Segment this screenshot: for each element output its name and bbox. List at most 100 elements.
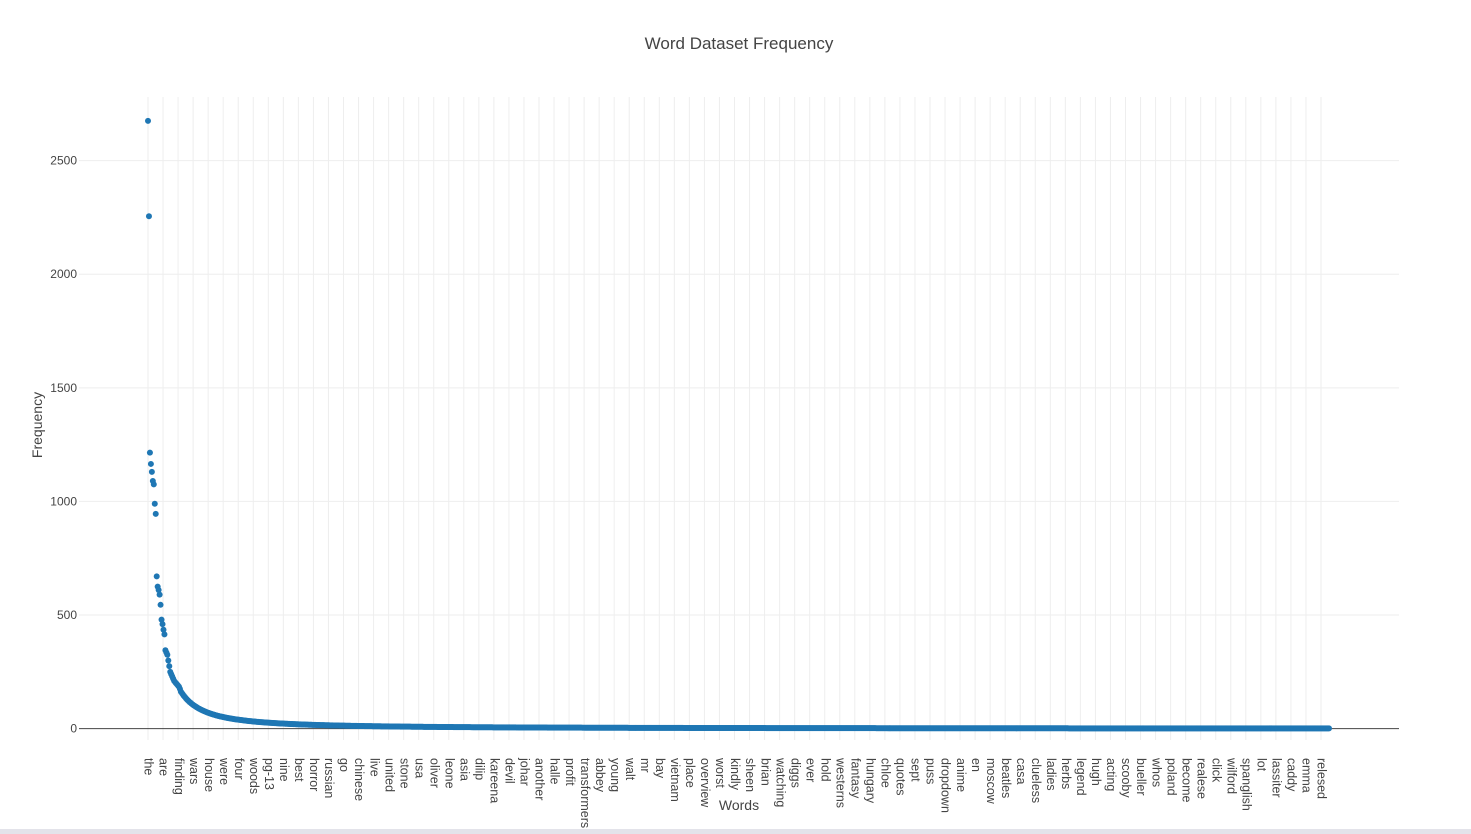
x-tick-label: hugh bbox=[1089, 758, 1103, 786]
data-point bbox=[153, 573, 160, 580]
x-tick-label: profit bbox=[563, 758, 577, 786]
x-tick-label: casa bbox=[1014, 758, 1028, 784]
x-tick-label: lot bbox=[1255, 758, 1269, 772]
chart-title: Word Dataset Frequency bbox=[645, 34, 834, 53]
x-tick-label: devil bbox=[503, 758, 517, 784]
x-tick-label: ladies bbox=[1044, 758, 1058, 791]
x-tick-label: go bbox=[337, 758, 351, 772]
x-gridlines bbox=[147, 97, 1322, 740]
y-tick-label: 500 bbox=[57, 608, 77, 622]
data-point bbox=[150, 481, 157, 488]
x-tick-label: place bbox=[683, 758, 697, 788]
x-tick-labels: the are finding wars house were four woods pg-13… bbox=[142, 757, 1329, 828]
x-tick-label: abbey bbox=[593, 758, 607, 793]
x-tick-label: lassiter bbox=[1270, 758, 1284, 798]
x-tick-label: puss bbox=[924, 758, 938, 784]
x-tick-label: dilip bbox=[473, 758, 487, 780]
x-tick-label: young bbox=[608, 758, 622, 792]
y-tick-label: 2000 bbox=[50, 267, 77, 281]
x-tick-label: wars bbox=[187, 757, 201, 784]
x-tick-label: sept bbox=[909, 758, 923, 782]
x-tick-label: the bbox=[142, 758, 156, 775]
x-tick-label: quotes bbox=[894, 758, 908, 796]
x-tick-label: hungary bbox=[864, 758, 878, 804]
y-gridlines bbox=[79, 160, 1399, 616]
data-point bbox=[151, 500, 158, 507]
x-tick-label: vietnam bbox=[668, 758, 682, 802]
data-point bbox=[159, 621, 166, 628]
x-tick-label: kareena bbox=[488, 758, 502, 803]
x-tick-label: stone bbox=[397, 758, 411, 789]
x-tick-label: halle bbox=[548, 758, 562, 784]
x-tick-label: westerns bbox=[833, 757, 847, 808]
x-tick-label: whos bbox=[1149, 757, 1163, 787]
x-tick-label: bay bbox=[653, 758, 667, 779]
data-point bbox=[147, 460, 154, 467]
x-tick-label: nine bbox=[277, 758, 291, 782]
x-tick-label: legend bbox=[1074, 758, 1088, 796]
x-tick-label: kindly bbox=[728, 758, 742, 791]
x-tick-label: walt bbox=[623, 757, 637, 781]
window-bottom-border bbox=[0, 829, 1471, 834]
x-tick-label: russian bbox=[322, 758, 336, 798]
x-tick-label: realese bbox=[1194, 758, 1208, 799]
data-point bbox=[1326, 725, 1332, 732]
x-tick-label: leone bbox=[442, 758, 456, 789]
x-tick-label: en bbox=[969, 758, 983, 772]
x-tick-label: anime bbox=[954, 758, 968, 792]
x-tick-label: caddy bbox=[1285, 758, 1299, 792]
data-point bbox=[164, 651, 171, 658]
x-tick-label: relesed bbox=[1315, 758, 1329, 799]
data-point bbox=[157, 601, 164, 608]
x-tick-label: johar bbox=[518, 757, 532, 786]
x-tick-label: sheen bbox=[743, 758, 757, 792]
x-tick-label: are bbox=[157, 758, 171, 776]
data-point bbox=[146, 449, 153, 456]
y-tick-labels: 0 500 1000 1500 2000 2500 bbox=[50, 154, 77, 736]
x-tick-label: wilford bbox=[1224, 757, 1238, 794]
x-tick-label: emma bbox=[1300, 758, 1314, 793]
x-tick-label: finding bbox=[172, 758, 186, 795]
x-tick-label: dropdown bbox=[939, 758, 953, 813]
x-tick-label: usa bbox=[412, 758, 426, 778]
x-tick-label: moscow bbox=[984, 758, 998, 805]
x-tick-label: beatles bbox=[999, 758, 1013, 798]
data-point bbox=[155, 587, 162, 594]
data-point bbox=[158, 616, 165, 623]
x-tick-label: hold bbox=[818, 758, 832, 782]
x-tick-label: become bbox=[1179, 758, 1193, 803]
x-tick-label: asia bbox=[458, 758, 472, 781]
x-tick-label: four bbox=[232, 758, 246, 780]
x-tick-label: click bbox=[1209, 758, 1223, 783]
x-tick-label: best bbox=[292, 758, 306, 782]
data-point bbox=[160, 626, 167, 633]
x-tick-label: were bbox=[217, 757, 231, 785]
x-tick-label: mr bbox=[638, 758, 652, 773]
x-tick-label: pg-13 bbox=[262, 758, 276, 790]
y-axis-title: Frequency bbox=[29, 392, 45, 458]
x-tick-label: chinese bbox=[352, 758, 366, 801]
x-tick-label: live bbox=[367, 758, 381, 777]
x-axis-title: Words bbox=[719, 797, 759, 813]
data-point bbox=[165, 657, 172, 664]
x-tick-label: chloe bbox=[879, 758, 893, 788]
x-tick-label: united bbox=[382, 758, 396, 792]
x-tick-label: ever bbox=[803, 758, 817, 782]
x-tick-label: poland bbox=[1164, 758, 1178, 796]
data-point bbox=[161, 631, 168, 638]
x-tick-label: herbs bbox=[1059, 758, 1073, 789]
data-point bbox=[145, 117, 151, 124]
x-tick-label: another bbox=[533, 758, 547, 800]
x-tick-label: scooby bbox=[1119, 758, 1133, 798]
x-tick-label: spanglish bbox=[1240, 758, 1254, 811]
x-tick-label: woods bbox=[247, 757, 261, 794]
x-tick-label: overview bbox=[698, 758, 712, 808]
data-point bbox=[152, 510, 159, 517]
x-tick-label: bueller bbox=[1134, 758, 1148, 796]
y-tick-label: 0 bbox=[70, 722, 77, 736]
x-tick-label: house bbox=[202, 758, 216, 792]
data-point bbox=[145, 213, 152, 220]
x-tick-label: brian bbox=[758, 758, 772, 786]
